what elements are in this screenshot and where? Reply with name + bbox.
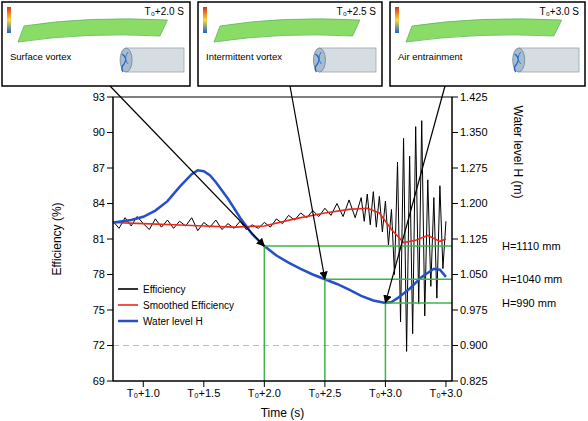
svg-text:T₀+2.0: T₀+2.0 [248, 387, 281, 399]
svg-text:Smoothed Efficiency: Smoothed Efficiency [143, 300, 234, 311]
svg-text:78: 78 [93, 268, 105, 280]
svg-text:T₀+1.5: T₀+1.5 [187, 387, 220, 399]
svg-text:T₀+3.0 S: T₀+3.0 S [540, 6, 580, 17]
svg-text:87: 87 [93, 162, 105, 174]
svg-text:T₀+2.5: T₀+2.5 [308, 387, 341, 399]
svg-text:Water level H: Water level H [143, 316, 203, 327]
svg-text:H=1040 mm: H=1040 mm [502, 273, 562, 285]
svg-text:H=990 mm: H=990 mm [502, 297, 556, 309]
svg-text:84: 84 [93, 197, 105, 209]
svg-text:75: 75 [93, 304, 105, 316]
svg-text:Air entrainment: Air entrainment [398, 51, 463, 62]
svg-text:Time (s): Time (s) [261, 406, 305, 420]
svg-text:1.050: 1.050 [460, 268, 488, 280]
svg-text:1.125: 1.125 [460, 233, 488, 245]
svg-text:H=1110 mm: H=1110 mm [502, 240, 561, 252]
svg-text:T₀+3.0: T₀+3.0 [429, 387, 462, 399]
svg-text:0.825: 0.825 [460, 375, 488, 387]
svg-text:1.425: 1.425 [460, 91, 488, 103]
svg-text:0.900: 0.900 [460, 339, 488, 351]
svg-text:93: 93 [93, 91, 105, 103]
svg-text:0.975: 0.975 [460, 304, 488, 316]
svg-text:69: 69 [93, 375, 105, 387]
svg-text:1.275: 1.275 [460, 162, 488, 174]
svg-text:72: 72 [93, 339, 105, 351]
svg-text:T₀+1.0: T₀+1.0 [127, 387, 160, 399]
svg-text:Water level H (m): Water level H (m) [511, 106, 525, 199]
svg-text:Efficiency: Efficiency [143, 284, 186, 295]
svg-text:Efficiency (%): Efficiency (%) [50, 202, 64, 275]
svg-text:T₀+3.0: T₀+3.0 [369, 387, 402, 399]
svg-text:1.200: 1.200 [460, 197, 488, 209]
svg-text:90: 90 [93, 126, 105, 138]
svg-text:T₀+2.5 S: T₀+2.5 S [337, 6, 377, 17]
svg-text:81: 81 [93, 233, 105, 245]
svg-text:T₀+2.0 S: T₀+2.0 S [145, 6, 185, 17]
svg-text:Intermittent vortex: Intermittent vortex [206, 51, 282, 62]
svg-text:Surface vortex: Surface vortex [10, 51, 71, 62]
svg-text:1.350: 1.350 [460, 126, 488, 138]
